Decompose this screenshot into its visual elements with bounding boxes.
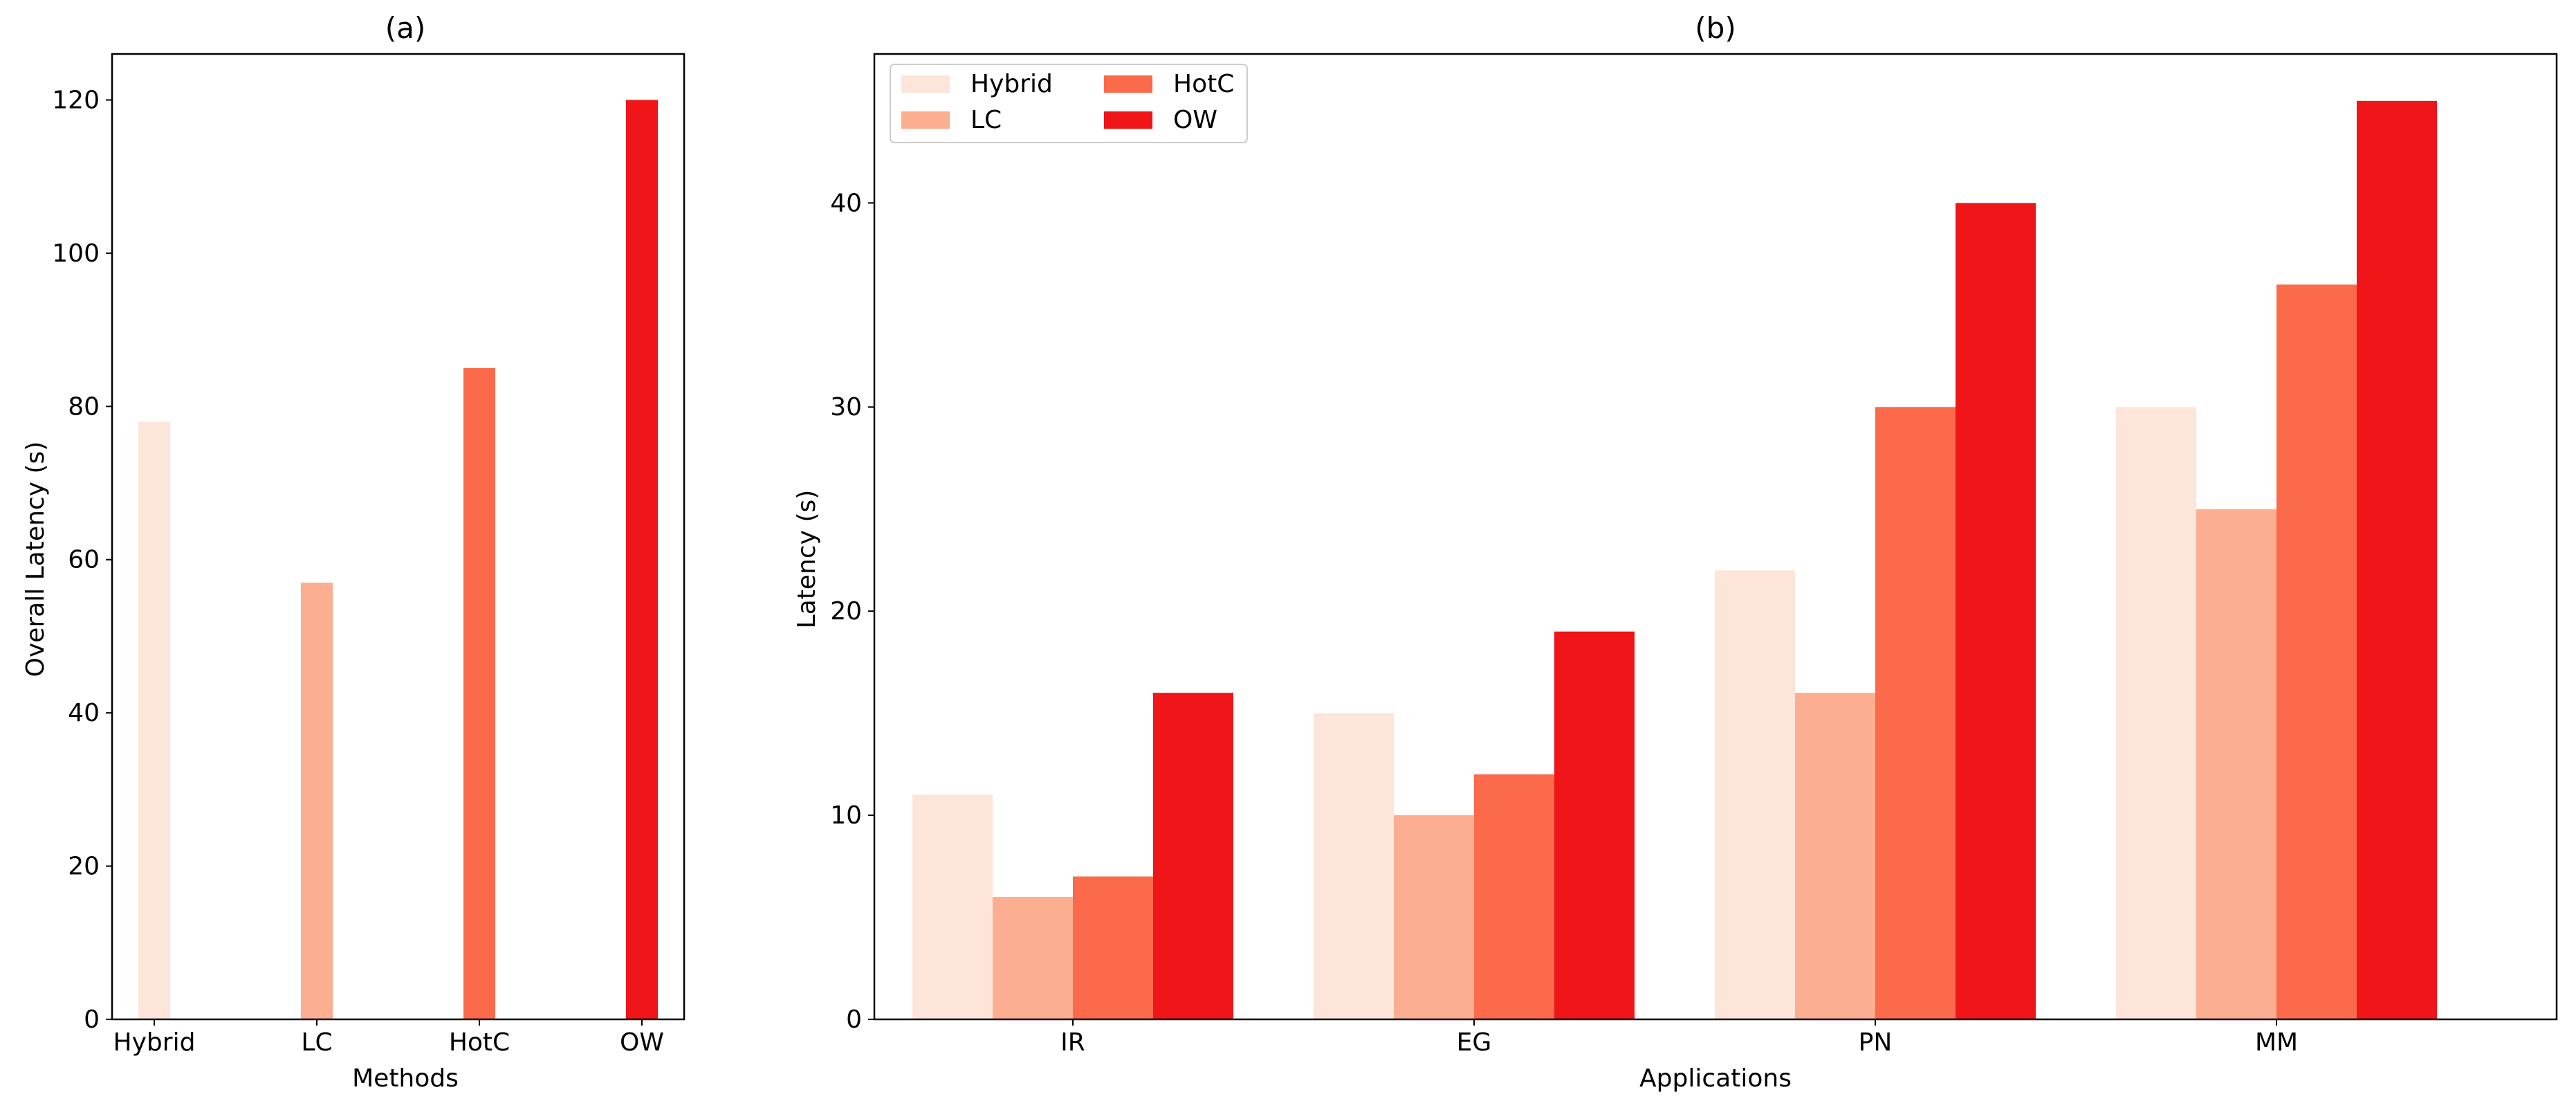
panel-b-plot-frame [873,53,2558,1021]
panel-b-bar-mm-lc [2196,509,2276,1019]
panel-b-legend: Hybrid LC HotC OW [890,64,1248,143]
panel-b-bar-mm-hotc [2276,284,2357,1020]
panel-b-bar-eg-hybrid [1314,713,1394,1019]
panel-b-y-tick-label: 30 [830,393,862,421]
panel-a-y-tick-label: 80 [68,392,100,421]
panel-a-x-tick-label-lc: LC [301,1028,332,1057]
panel-b-y-tick-label: 40 [830,189,862,217]
panel-b-x-tick-label-pn: PN [1859,1028,1893,1057]
legend-label-hybrid: Hybrid [970,70,1053,98]
panel-b-bar-eg-hotc [1474,774,1554,1019]
legend-label-lc: LC [970,106,1002,134]
panel-a-y-tick-label: 40 [68,699,100,727]
legend-swatch-lc [901,111,950,129]
legend-label-ow: OW [1173,106,1217,134]
panel-a-x-axis-label: Methods [352,1064,459,1093]
panel-a-y-tick-label: 0 [84,1006,100,1034]
panel-b-bar-ir-hybrid [912,794,993,1019]
panel-a-bar-hybrid [138,421,170,1019]
panel-b-y-tick-label: 20 [830,597,862,626]
panel-b-x-tick-label-eg: EG [1457,1028,1492,1057]
panel-a-bar-ow [626,100,658,1019]
legend-swatch-hotc [1104,75,1152,93]
panel-b-bar-eg-ow [1554,631,1635,1019]
panel-a-x-tick-label-ow: OW [620,1028,664,1057]
legend-swatch-ow [1104,111,1152,129]
panel-a-x-tick-label-hotc: HotC [449,1028,510,1057]
panel-b-bar-ir-hotc [1073,876,1153,1019]
panel-a-y-tick-label: 20 [68,853,100,881]
legend-swatch-hybrid [901,75,950,93]
panel-b-x-tick-label-mm: MM [2255,1028,2298,1057]
panel-b-legend-box [890,64,1248,143]
panel-b-x-tick-label-ir: IR [1060,1028,1085,1057]
panel-b-bar-pn-lc [1795,693,1875,1019]
panel-b-title: (b) [1695,11,1736,45]
panel-b-y-tick-label: 0 [846,1006,862,1034]
panel-b-x-axis-label: Applications [1639,1064,1792,1093]
panel-b-y-axis-label: Latency (s) [793,490,821,629]
panel-b-bar-ir-ow [1153,693,1233,1019]
panel-a-y-axis-label: Overall Latency (s) [21,442,50,677]
panel-b-bar-eg-lc [1394,815,1474,1019]
panel-a-y-tick-label: 60 [68,546,100,574]
panel-a-y-tick-label: 120 [52,86,100,114]
legend-label-hotc: HotC [1173,70,1234,98]
panel-b-bar-pn-hotc [1875,407,1956,1019]
panel-b-bar-mm-hybrid [2116,407,2196,1019]
panel-a-title: (a) [385,11,426,45]
panel-a-x-tick-label-hybrid: Hybrid [113,1028,196,1057]
panel-b-y-tick-label: 10 [830,801,862,830]
panel-a-chart: (a) Methods Overall Latency (s) Hybrid LC… [21,11,686,1093]
panel-a-bar-hotc [463,367,495,1019]
panel-b-chart: (b) Applications Latency (s) IR EG PN MM 0 10… [793,11,2558,1093]
panel-b-bar-ir-lc [993,897,1073,1019]
panel-a-y-tick-label: 100 [52,239,100,268]
panel-b-bar-pn-hybrid [1715,570,1795,1019]
panel-a-bar-lc [301,582,333,1019]
panel-b-bar-mm-ow [2357,100,2437,1019]
panel-b-bar-pn-ow [1956,203,2036,1019]
panel-a-plot-frame [111,53,686,1021]
